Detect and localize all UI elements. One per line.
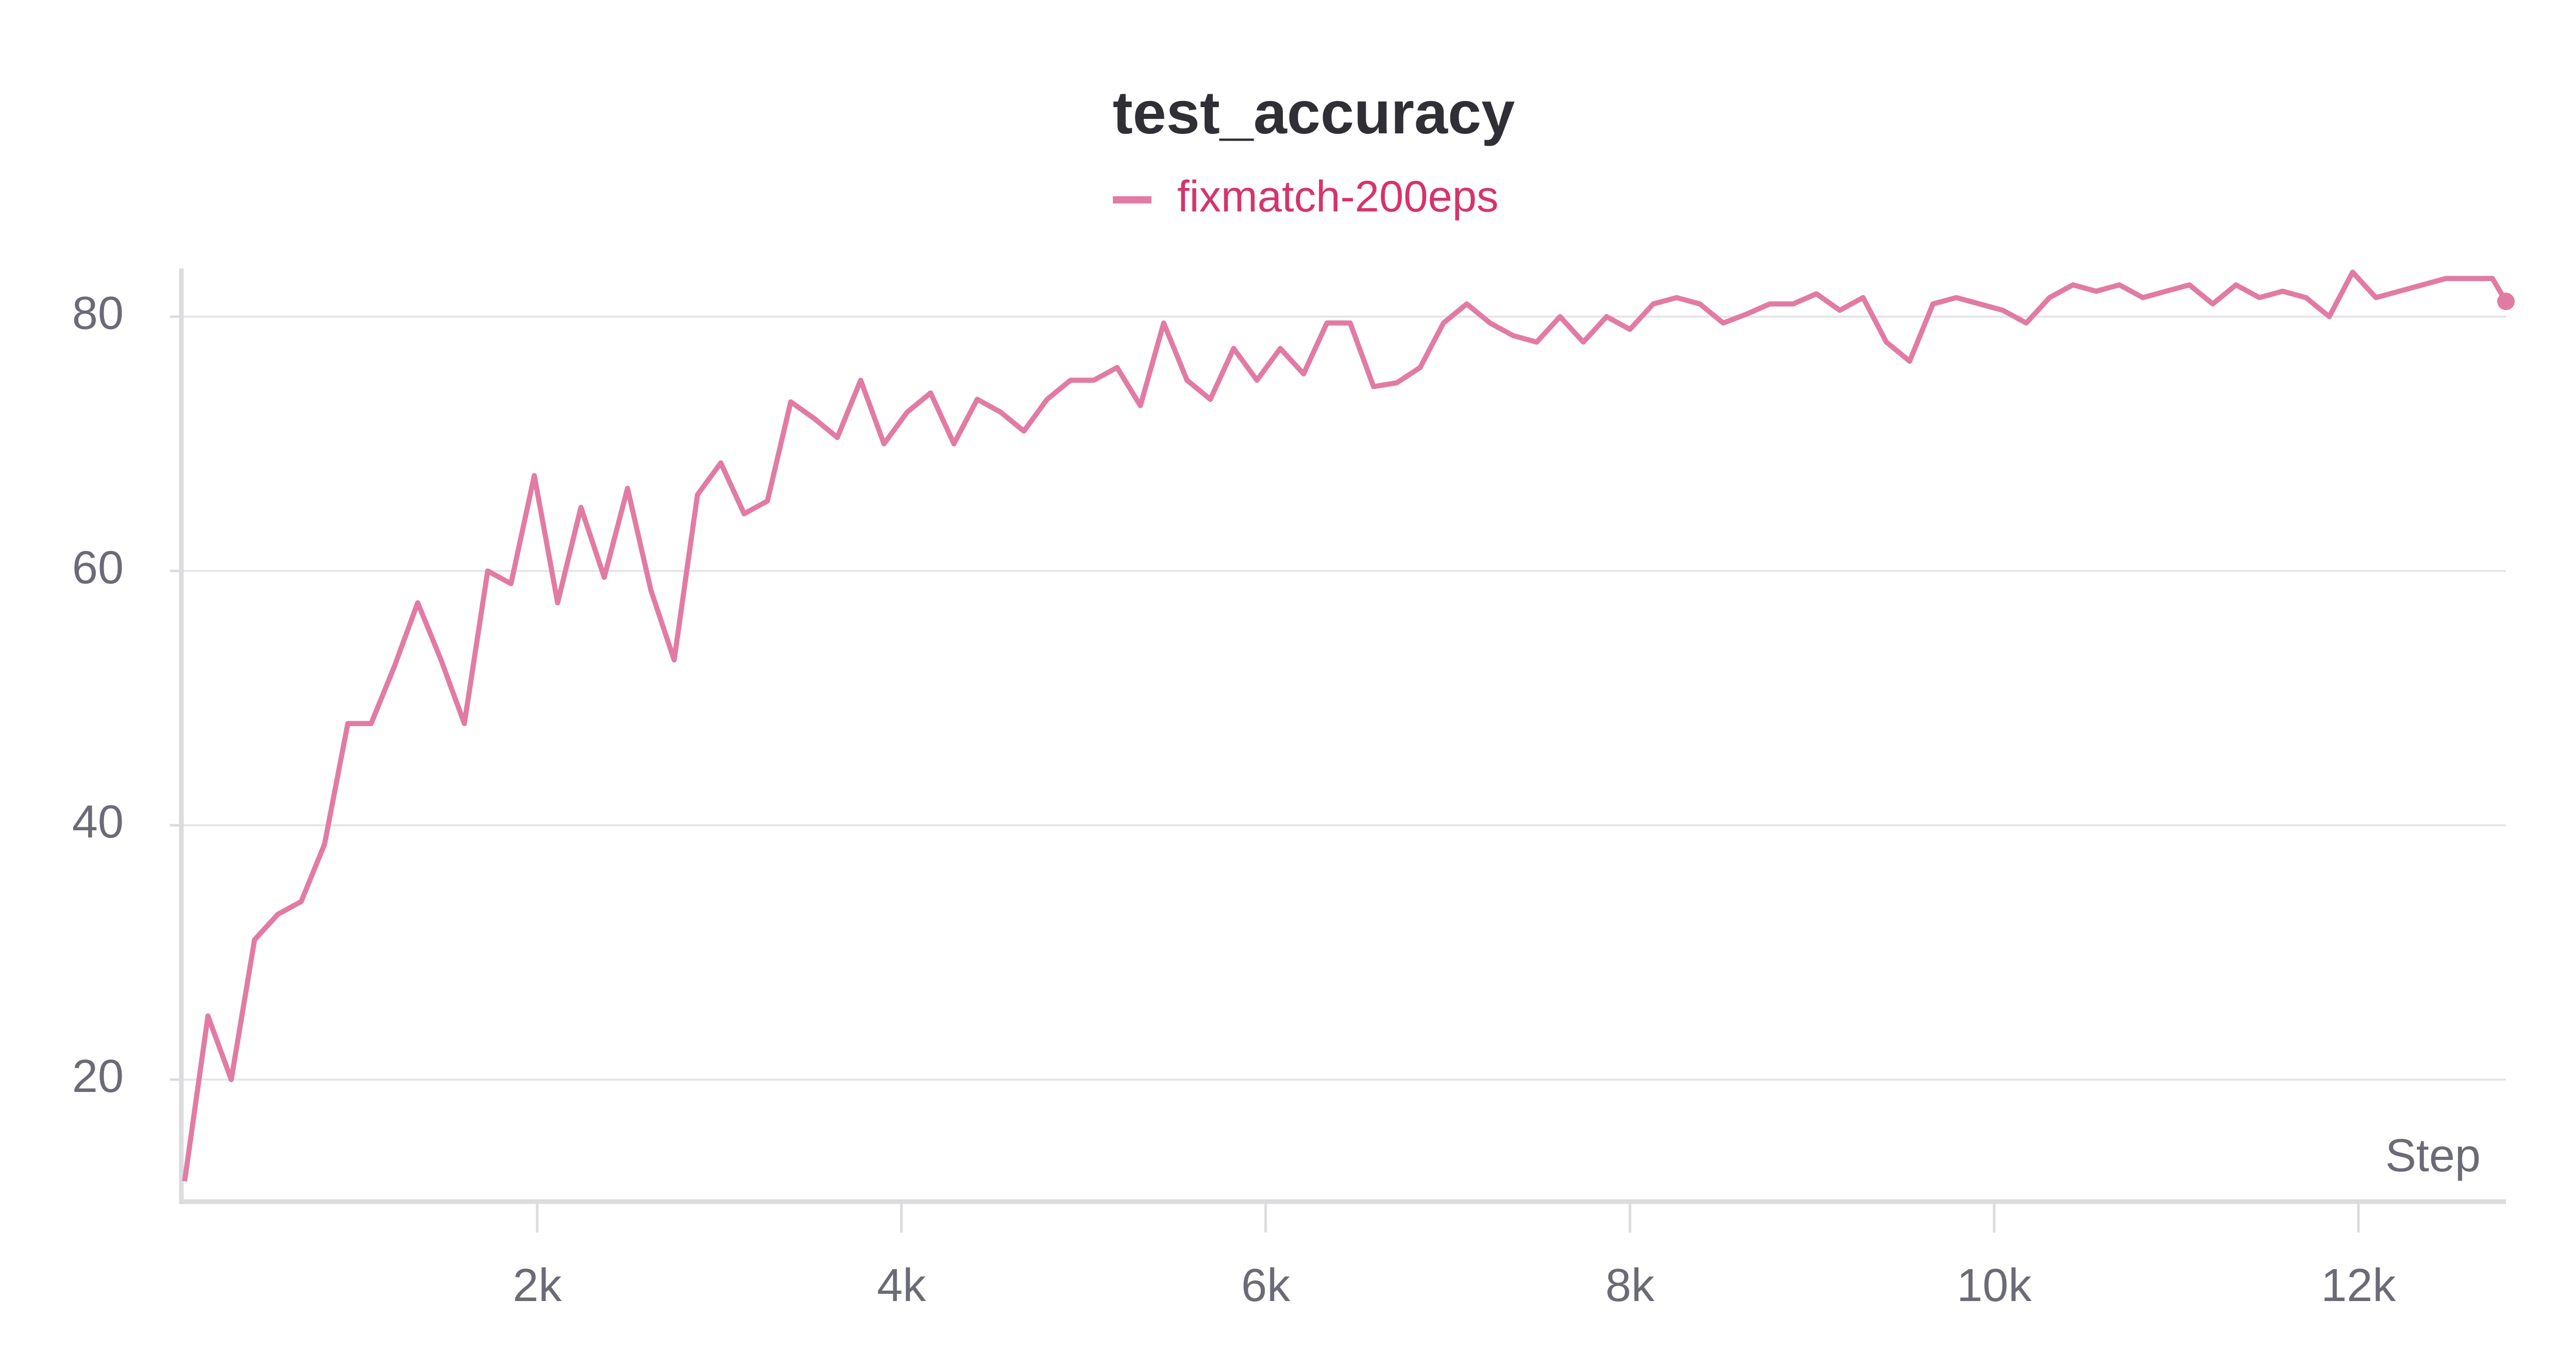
- x-tick-label: 4k: [877, 1260, 926, 1311]
- x-tick-label: 2k: [513, 1260, 562, 1311]
- series-line: [182, 269, 2509, 1182]
- chart-title: test_accuracy: [1113, 79, 1515, 146]
- y-tick-label: 80: [72, 288, 124, 339]
- legend-label: fixmatch-200eps: [1177, 172, 1499, 221]
- x-tick-label: 6k: [1241, 1260, 1291, 1311]
- y-tick-label: 20: [72, 1051, 124, 1102]
- x-tick-label: 12k: [2321, 1260, 2396, 1311]
- y-tick-label: 60: [72, 542, 124, 593]
- x-tick-label: 8k: [1605, 1260, 1655, 1311]
- end-marker: [2497, 293, 2515, 311]
- x-axis-label: Step: [2385, 1130, 2481, 1182]
- y-tick-label: 40: [72, 796, 124, 848]
- x-tick-label: 10k: [1957, 1260, 2032, 1311]
